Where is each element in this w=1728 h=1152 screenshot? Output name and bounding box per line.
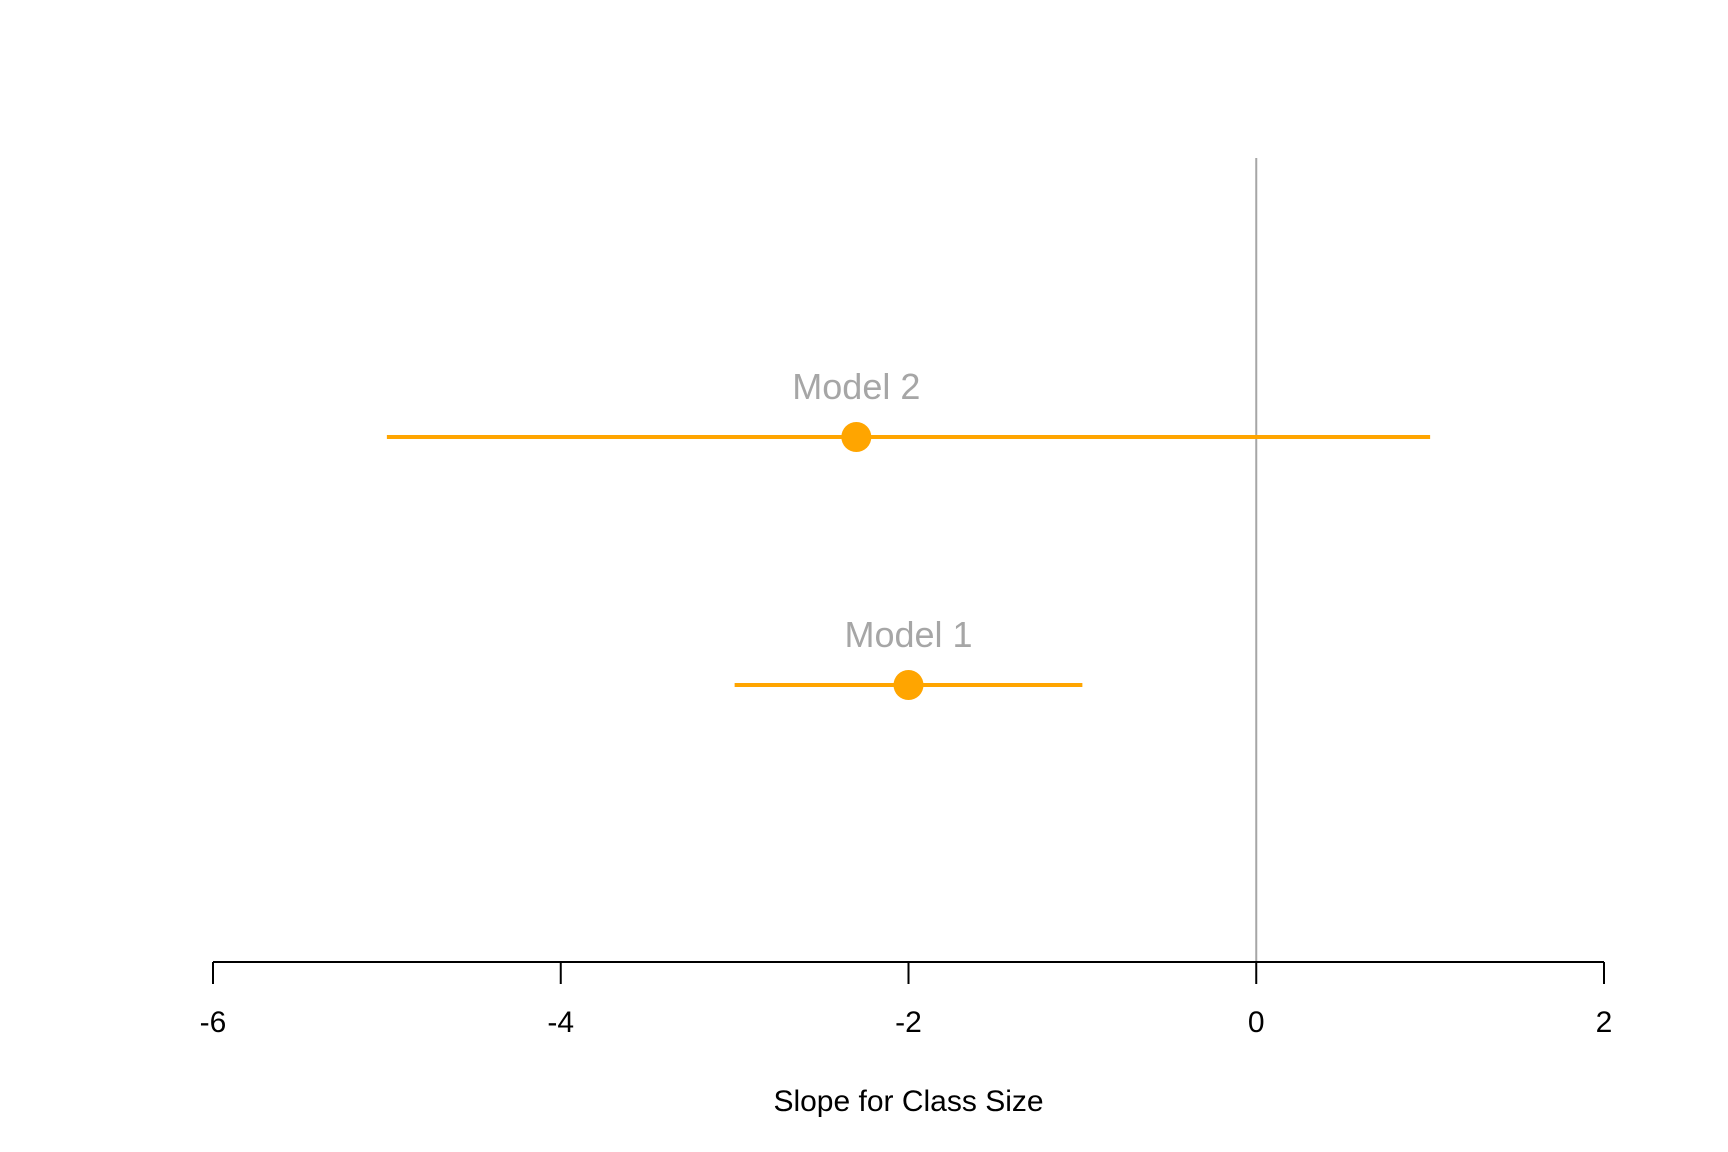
model-2-point (841, 422, 872, 452)
x-tick-label: -2 (895, 1006, 922, 1039)
x-tick-label: -4 (547, 1006, 574, 1039)
model-1-point (893, 670, 924, 700)
x-tick-label: 0 (1248, 1006, 1265, 1039)
model-2-label: Model 2 (792, 366, 920, 407)
x-axis: -6 -4 -2 0 2 (200, 961, 1613, 1039)
x-axis-title: Slope for Class Size (773, 1085, 1043, 1118)
x-tick-label: 2 (1596, 1006, 1613, 1039)
model-1-label: Model 1 (844, 614, 972, 655)
x-tick-label: -6 (200, 1006, 227, 1039)
series-layer: Model 2 Model 1 (386, 366, 1431, 700)
